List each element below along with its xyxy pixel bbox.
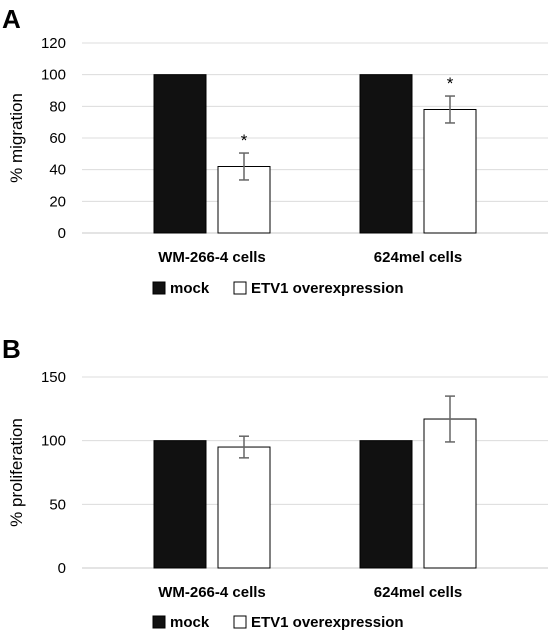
y-tick-label: 120 — [41, 35, 66, 52]
bar — [423, 109, 477, 234]
bar — [359, 74, 413, 234]
chart-panel-a: A 0 20 40 60 80 100 120 % migration * WM-266-4 cel… — [2, 4, 548, 297]
y-tick-label: 100 — [41, 67, 66, 84]
y-tick-label: 150 — [41, 369, 66, 386]
y-tick-label: 0 — [58, 560, 66, 577]
significance-marker: * — [447, 74, 454, 93]
significance-marker: * — [241, 131, 248, 150]
panel-label: A — [2, 4, 21, 34]
category-label: WM-266-4 cells — [158, 584, 266, 601]
y-axis-label: % migration — [7, 93, 26, 183]
bar — [359, 440, 413, 569]
bar — [423, 418, 477, 569]
category-label: 624mel cells — [374, 249, 462, 266]
category-label: 624mel cells — [374, 584, 462, 601]
y-tick-label: 40 — [49, 162, 66, 179]
y-tick-label: 80 — [49, 98, 66, 115]
chart-panel-b: B 0 50 100 150 % proliferation WM-266-4 cells 6… — [2, 334, 548, 631]
y-tick-label: 60 — [49, 130, 66, 147]
legend-label: mock — [170, 280, 210, 297]
category-label: WM-266-4 cells — [158, 249, 266, 266]
bar — [153, 74, 207, 234]
bar — [153, 440, 207, 569]
bar — [217, 446, 271, 569]
y-tick-label: 50 — [49, 496, 66, 513]
y-axis-label: % proliferation — [7, 418, 26, 527]
y-tick-label: 20 — [49, 193, 66, 210]
legend-label: ETV1 overexpression — [251, 280, 404, 297]
panel-label: B — [2, 334, 21, 364]
legend-swatch — [233, 615, 247, 629]
legend-label: ETV1 overexpression — [251, 614, 404, 631]
legend-swatch — [152, 615, 166, 629]
y-tick-label: 100 — [41, 433, 66, 450]
legend-label: mock — [170, 614, 210, 631]
legend-swatch — [152, 281, 166, 295]
y-tick-label: 0 — [58, 225, 66, 242]
legend-swatch — [233, 281, 247, 295]
